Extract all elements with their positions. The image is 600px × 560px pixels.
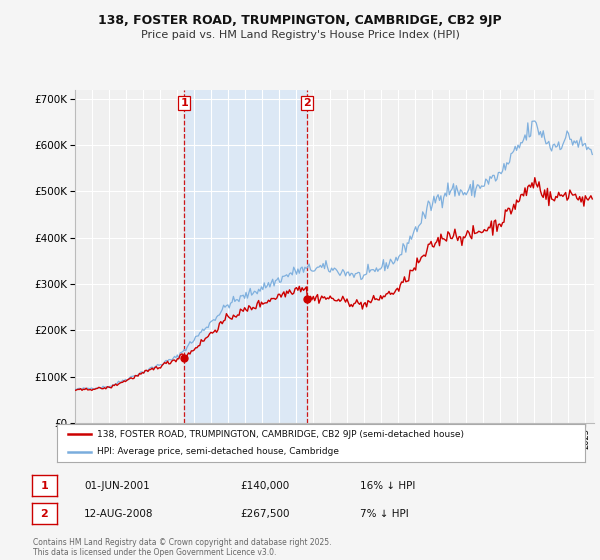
Text: HPI: Average price, semi-detached house, Cambridge: HPI: Average price, semi-detached house,… [97, 447, 338, 456]
Text: Price paid vs. HM Land Registry's House Price Index (HPI): Price paid vs. HM Land Registry's House … [140, 30, 460, 40]
Text: 1: 1 [41, 480, 48, 491]
Text: Contains HM Land Registry data © Crown copyright and database right 2025.
This d: Contains HM Land Registry data © Crown c… [33, 538, 331, 557]
Text: 7% ↓ HPI: 7% ↓ HPI [360, 508, 409, 519]
Text: 138, FOSTER ROAD, TRUMPINGTON, CAMBRIDGE, CB2 9JP: 138, FOSTER ROAD, TRUMPINGTON, CAMBRIDGE… [98, 14, 502, 27]
Text: £140,000: £140,000 [240, 480, 289, 491]
Text: 16% ↓ HPI: 16% ↓ HPI [360, 480, 415, 491]
Text: 1: 1 [181, 98, 188, 108]
Text: 12-AUG-2008: 12-AUG-2008 [84, 508, 154, 519]
Text: 2: 2 [41, 508, 48, 519]
Text: 138, FOSTER ROAD, TRUMPINGTON, CAMBRIDGE, CB2 9JP (semi-detached house): 138, FOSTER ROAD, TRUMPINGTON, CAMBRIDGE… [97, 430, 464, 438]
Bar [184, 90, 307, 423]
Text: £267,500: £267,500 [240, 508, 290, 519]
Text: 2: 2 [303, 98, 311, 108]
Text: 01-JUN-2001: 01-JUN-2001 [84, 480, 150, 491]
